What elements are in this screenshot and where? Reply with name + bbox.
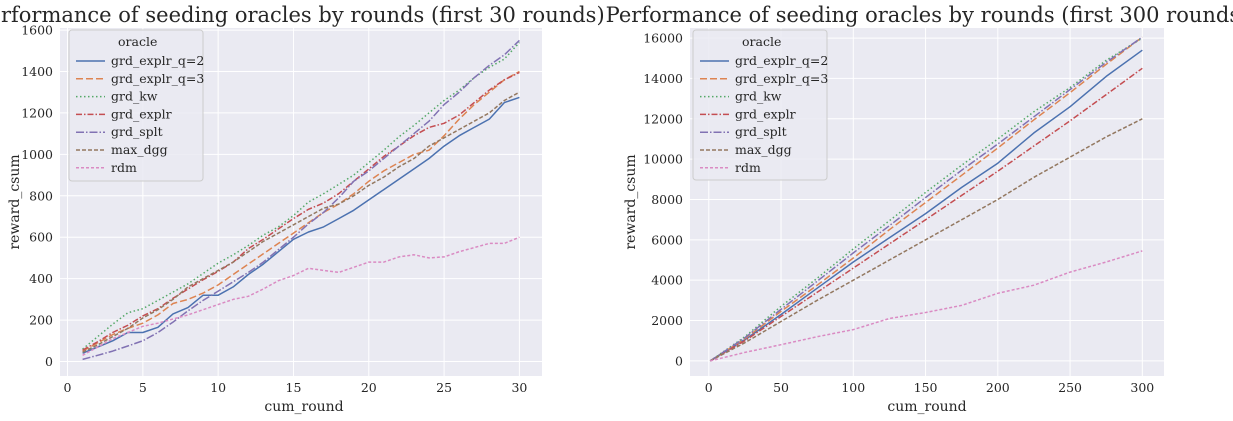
right-x-tick-label: 0 [705, 380, 713, 395]
left-y-tick-label: 800 [29, 188, 53, 203]
right-legend-label: grd_explr_q=3 [735, 71, 828, 86]
right-series-grd-explr-q-3 [709, 36, 1143, 362]
right-x-tick-label: 300 [1130, 380, 1154, 395]
left-series-grd-kw [82, 41, 520, 350]
right-legend-box [692, 29, 828, 181]
left-y-tick-label: 200 [29, 313, 53, 328]
right-y-tick-label: 6000 [651, 232, 683, 247]
right-y-tick-label: 14000 [643, 71, 683, 86]
left-legend-label: grd_explr [111, 106, 172, 121]
right-x-tick-label: 50 [773, 380, 789, 395]
right-y-tick-label: 0 [675, 353, 683, 368]
left-y-tick-label: 0 [45, 354, 53, 369]
left-chart-panel: Performance of seeding oracles by rounds… [0, 3, 605, 415]
left-x-tick-label: 15 [286, 380, 302, 395]
left-y-tick-label: 1400 [21, 64, 53, 79]
right-series-rdm [710, 250, 1143, 362]
left-x-tick-label: 20 [361, 380, 377, 395]
right-y-axis-label: reward_csum [623, 154, 639, 249]
left-legend-label: grd_splt [111, 124, 163, 139]
right-legend-label: rdm [735, 160, 761, 175]
right-x-axis-label: cum_round [887, 399, 966, 415]
left-x-tick-label: 25 [436, 380, 452, 395]
left-series-grd-explr-q-2 [82, 96, 520, 354]
left-y-tick-label: 400 [29, 271, 53, 286]
left-legend-label: rdm [111, 160, 137, 175]
left-series-max-dgg [82, 91, 520, 353]
left-chart-title: Performance of seeding oracles by rounds… [0, 3, 605, 27]
left-x-tick-label: 30 [511, 380, 527, 395]
right-x-tick-label: 100 [841, 380, 865, 395]
left-legend-label: grd_explr_q=2 [111, 53, 204, 68]
right-x-tick-label: 150 [914, 380, 938, 395]
left-legend-label: grd_explr_q=3 [111, 71, 204, 86]
left-legend: oracle grd_explr_q=2 grd_explr_q=3 grd_kwgr… [68, 29, 204, 182]
left-series-grd-explr [82, 71, 520, 351]
right-legend-label: grd_kw [735, 89, 782, 104]
right-legend-label: grd_explr_q=2 [735, 53, 828, 68]
left-y-tick-label: 1600 [21, 23, 53, 38]
left-series-grd-explr-q-3 [82, 70, 520, 352]
right-series-grd-explr [709, 67, 1143, 362]
right-series-grd-explr-q-2 [709, 49, 1143, 362]
right-legend-label: max_dgg [735, 142, 792, 157]
right-chart-panel: Performance of seeding oracles by rounds… [606, 3, 1233, 415]
left-x-tick-label: 10 [210, 380, 226, 395]
right-series-grd-kw [709, 37, 1143, 362]
right-legend-label: grd_splt [735, 124, 787, 139]
right-legend: oracle grd_explr_q=2 grd_explr_q=3 grd_kwgr… [692, 29, 828, 181]
left-legend-label: max_dgg [111, 142, 168, 157]
right-y-tick-label: 12000 [643, 111, 683, 126]
left-y-tick-label: 1200 [21, 105, 53, 120]
right-series-grd-splt [709, 36, 1143, 362]
right-y-tick-label: 8000 [651, 192, 683, 207]
left-y-tick-label: 600 [29, 230, 53, 245]
left-y-tick-label: 1000 [21, 147, 53, 162]
left-legend-label: grd_kw [111, 89, 158, 104]
left-x-axis-label: cum_round [264, 399, 343, 415]
left-x-tick-label: 5 [139, 380, 147, 395]
right-y-tick-label: 10000 [643, 152, 683, 167]
right-y-tick-label: 4000 [651, 273, 683, 288]
right-y-tick-label: 2000 [651, 313, 683, 328]
right-x-tick-label: 200 [986, 380, 1010, 395]
right-legend-label: grd_explr [735, 106, 796, 121]
left-series-grd-splt [82, 39, 520, 361]
left-x-tick-label: 0 [64, 380, 72, 395]
left-y-axis-label: reward_csum [7, 154, 23, 249]
right-y-tick-label: 16000 [643, 31, 683, 46]
left-legend-title: oracle [118, 34, 157, 49]
right-x-tick-label: 250 [1058, 380, 1082, 395]
left-legend-box [68, 29, 204, 182]
right-legend-title: oracle [742, 34, 781, 49]
right-series-max-dgg [709, 118, 1143, 362]
right-chart-title: Performance of seeding oracles by rounds… [606, 3, 1233, 27]
